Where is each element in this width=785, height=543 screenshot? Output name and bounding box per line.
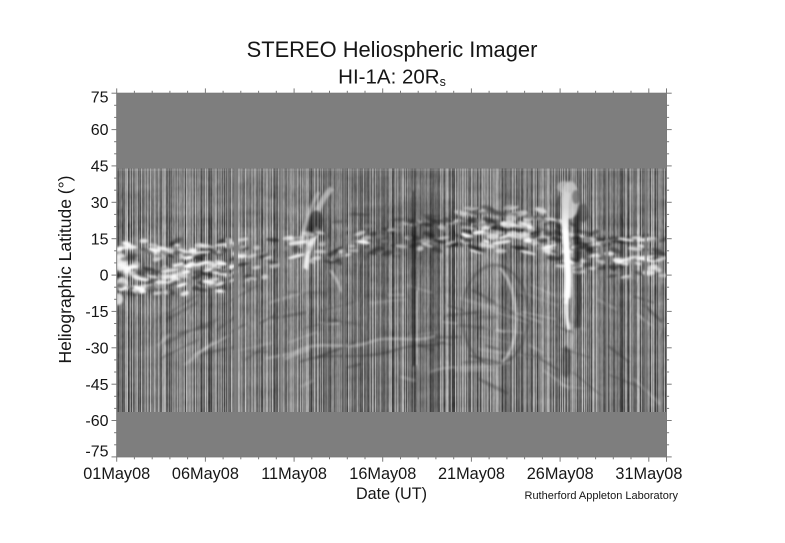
svg-text:21May08: 21May08 [438, 465, 505, 483]
svg-text:31May08: 31May08 [615, 465, 682, 483]
svg-text:0: 0 [100, 268, 109, 285]
svg-text:26May08: 26May08 [527, 465, 594, 483]
svg-text:STEREO Heliospheric Imager: STEREO Heliospheric Imager [247, 37, 538, 62]
svg-text:-15: -15 [85, 304, 108, 321]
svg-text:-60: -60 [85, 413, 108, 430]
svg-text:06May08: 06May08 [172, 465, 239, 483]
svg-text:11May08: 11May08 [261, 465, 327, 483]
svg-text:30: 30 [91, 195, 109, 212]
svg-text:HI-1A: 20Rs: HI-1A: 20Rs [338, 65, 446, 89]
svg-text:45: 45 [91, 159, 109, 176]
svg-text:-45: -45 [85, 377, 108, 394]
svg-text:Rutherford Appleton Laboratory: Rutherford Appleton Laboratory [525, 490, 679, 502]
svg-text:-75: -75 [85, 444, 108, 461]
svg-text:60: 60 [91, 122, 109, 139]
svg-text:75: 75 [91, 90, 109, 107]
svg-text:16May08: 16May08 [349, 465, 416, 483]
svg-text:Date (UT): Date (UT) [356, 485, 427, 503]
svg-text:Heliographic Latitude (°): Heliographic Latitude (°) [55, 176, 75, 364]
svg-text:-30: -30 [85, 340, 108, 357]
svg-text:01May08: 01May08 [83, 465, 150, 483]
svg-text:15: 15 [91, 231, 109, 248]
